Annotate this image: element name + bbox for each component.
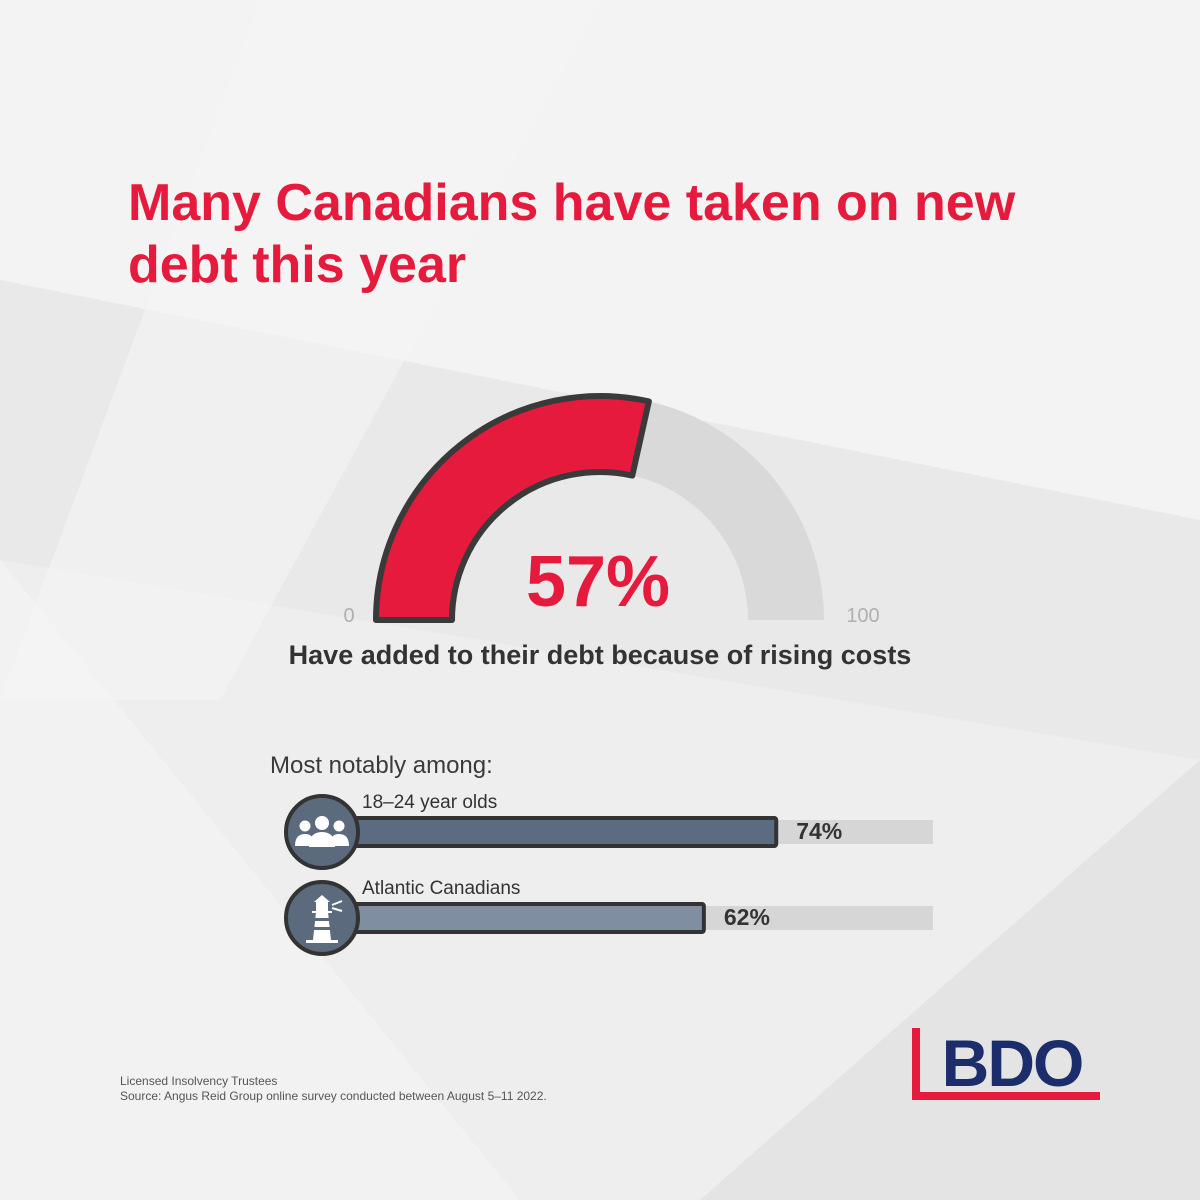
bar-label: Atlantic Canadians — [362, 878, 521, 899]
bar-fill — [328, 902, 706, 934]
group-people-icon — [284, 794, 360, 870]
bar-value-label: 62% — [723, 904, 770, 930]
bar-label: 18–24 year olds — [362, 792, 498, 813]
lighthouse-icon — [284, 880, 360, 956]
bdo-logo-text: BDO — [942, 1026, 1083, 1100]
bar-fill — [328, 816, 779, 848]
bdo-logo: BDO — [912, 1026, 1100, 1100]
gauge-caption: Have added to their debt because of risi… — [288, 640, 912, 670]
gauge-value-label: 57% — [526, 542, 670, 622]
gauge-fill — [373, 393, 652, 623]
bar-value-label: 74% — [796, 818, 843, 844]
gauge-min-label: 0 — [343, 605, 354, 627]
footnote-trustees: Licensed Insolvency Trustees — [120, 1074, 278, 1088]
bars-subhead: Most notably among: — [270, 752, 493, 779]
gauge-max-label: 100 — [846, 605, 879, 627]
footnote-source: Source: Angus Reid Group online survey c… — [120, 1089, 547, 1103]
page-title: Many Canadians have taken on new debt th… — [128, 174, 1016, 295]
